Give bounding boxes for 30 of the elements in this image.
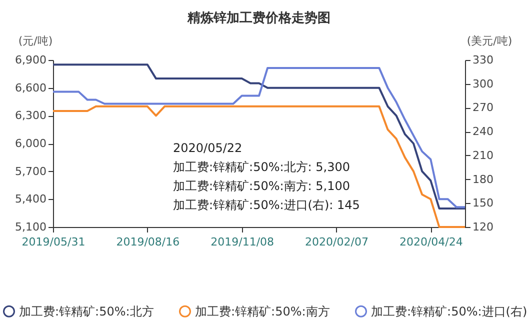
y2-tick-label: 180: [472, 172, 494, 186]
annotation: 2020/05/22: [173, 141, 242, 155]
y-tick-label: 6,600: [15, 81, 46, 94]
y2-tick-label: 120: [472, 220, 494, 234]
y2-tick-label: 300: [472, 77, 494, 90]
y2-tick-label: 330: [472, 54, 494, 66]
chart-title: 精炼锌加工费价格走势图: [186, 10, 330, 26]
x-tick-label: 2020/02/07: [305, 236, 368, 248]
y-tick-label: 6,900: [15, 54, 46, 66]
y-tick-label: 5,100: [15, 220, 46, 234]
x-tick-label: 2019/11/08: [210, 236, 274, 248]
x-tick-label: 2019/05/31: [22, 236, 86, 248]
legend-label: 加工费:锌精矿:50%:南方: [195, 304, 330, 318]
y-tick-label: 5,700: [15, 164, 46, 178]
y2-tick-label: 150: [472, 196, 494, 210]
legend-label: 加工费:锌精矿:50%:北方: [19, 304, 154, 318]
y-tick-label: 6,300: [15, 109, 46, 122]
x-tick-label: 2019/08/16: [116, 236, 180, 248]
annotation: 加工费:锌精矿:50%:进口(右): 145: [173, 198, 360, 212]
y-tick-label: 6,000: [15, 137, 46, 150]
x-tick-label: 2020/04/24: [399, 236, 463, 248]
y2-tick-label: 270: [472, 101, 494, 114]
y2-tick-label: 240: [472, 125, 494, 138]
legend-label: 加工费:锌精矿:50%:进口(右): [371, 304, 528, 318]
y-tick-label: 5,400: [15, 192, 46, 206]
y2-axis-title: (美元/吨): [466, 34, 512, 48]
y-axis-title: (元/吨): [18, 34, 53, 48]
annotation: 加工费:锌精矿:50%:南方: 5,100: [173, 179, 350, 193]
y2-tick-label: 210: [472, 148, 494, 162]
annotation: 加工费:锌精矿:50%:北方: 5,300: [173, 160, 350, 174]
